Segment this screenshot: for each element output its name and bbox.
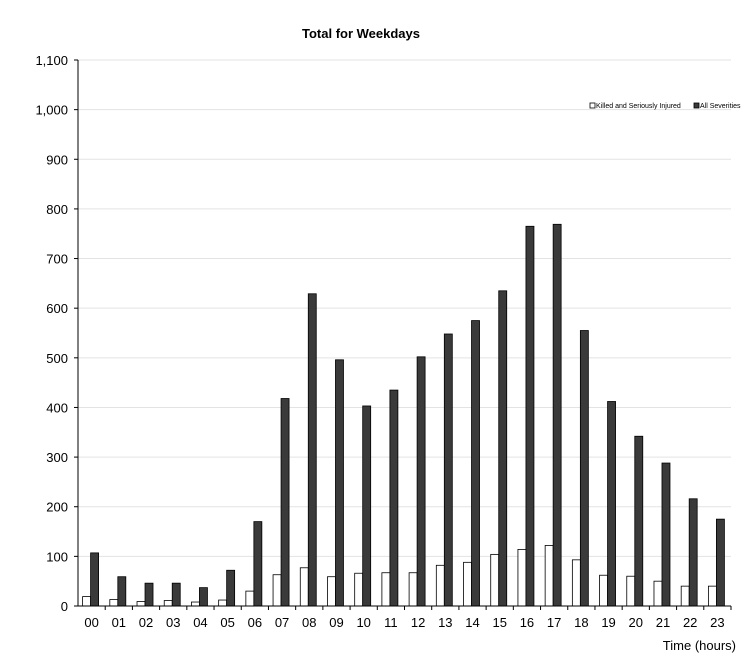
legend-swatch — [693, 102, 700, 109]
x-tick-label: 08 — [302, 615, 316, 630]
x-tick-label: 10 — [356, 615, 370, 630]
bar-all-severities — [171, 582, 181, 607]
x-axis-ticks: 00 01 02 03 04 05 06 07 08 09 10 11 12 13 14 15 16 17 18 19… — [84, 606, 732, 630]
y-tick-label: 600 — [46, 301, 68, 316]
legend-label: All Severities — [700, 103, 741, 110]
y-tick-label: 400 — [46, 400, 68, 415]
x-tick-label: 00 — [84, 615, 98, 630]
bar-all-severities — [498, 290, 508, 607]
x-tick-label: 02 — [139, 615, 153, 630]
x-tick-label: 01 — [112, 615, 126, 630]
bar-all-severities — [280, 398, 290, 607]
bar-killed-seriously-injured — [82, 596, 92, 607]
y-tick-label: 1,100 — [35, 53, 68, 68]
x-tick-label: 04 — [193, 615, 207, 630]
x-tick-label: 17 — [547, 615, 561, 630]
bar-killed-seriously-injured — [680, 585, 690, 607]
x-tick-label: 11 — [384, 615, 398, 630]
bar-killed-seriously-injured — [299, 567, 309, 607]
bars — [82, 223, 725, 607]
gridlines — [78, 59, 731, 557]
x-tick-label: 14 — [465, 615, 479, 630]
y-tick-label: 0 — [61, 599, 68, 614]
bar-all-severities — [416, 356, 426, 607]
y-axis-ticks: 0 100 200 300 400 500 600 700 800 900 1,000 1,100 — [35, 53, 78, 614]
bar-killed-seriously-injured — [136, 601, 146, 607]
y-tick-label: 100 — [46, 549, 68, 564]
bar-all-severities — [117, 576, 127, 607]
bar-killed-seriously-injured — [626, 575, 636, 607]
x-tick-label: 03 — [166, 615, 180, 630]
y-tick-label: 800 — [46, 202, 68, 217]
bar-all-severities — [471, 320, 480, 607]
y-tick-label: 1,000 — [35, 103, 68, 118]
bar-all-severities — [199, 587, 208, 607]
bar-killed-seriously-injured — [544, 545, 554, 607]
x-tick-label: 23 — [710, 615, 724, 630]
x-tick-label: 05 — [220, 615, 234, 630]
x-tick-label: 22 — [683, 615, 697, 630]
bar-killed-seriously-injured — [517, 549, 527, 607]
y-tick-label: 700 — [46, 252, 68, 267]
bar-all-severities — [226, 569, 236, 607]
bar-killed-seriously-injured — [191, 601, 200, 607]
bar-all-severities — [661, 462, 671, 607]
bar-killed-seriously-injured — [272, 574, 282, 607]
bar-all-severities — [144, 582, 154, 607]
bar-all-severities — [307, 293, 317, 607]
x-tick-label: 06 — [248, 615, 262, 630]
bar-all-severities — [552, 223, 562, 607]
bar-all-severities — [253, 521, 263, 607]
bar-killed-seriously-injured — [163, 600, 173, 607]
y-tick-label: 500 — [46, 351, 68, 366]
x-axis-label: Time (hours) — [663, 638, 736, 653]
bar-killed-seriously-injured — [490, 553, 500, 607]
legend-swatch — [589, 102, 596, 109]
bar-killed-seriously-injured — [381, 572, 391, 607]
y-tick-label: 900 — [46, 152, 68, 167]
bar-all-severities — [443, 333, 453, 607]
legend: Killed and Seriously Injured All Severiti… — [589, 102, 741, 110]
bar-killed-seriously-injured — [245, 590, 255, 607]
bar-killed-seriously-injured — [408, 572, 418, 607]
bar-all-severities — [715, 518, 725, 607]
x-tick-label: 20 — [629, 615, 643, 630]
x-tick-label: 13 — [438, 615, 452, 630]
x-tick-label: 07 — [275, 615, 289, 630]
legend-label: Killed and Seriously Injured — [596, 103, 681, 110]
bar-all-severities — [579, 330, 589, 607]
bar-killed-seriously-injured — [327, 576, 336, 607]
x-tick-label: 09 — [329, 615, 343, 630]
bar-killed-seriously-injured — [653, 580, 663, 607]
bar-killed-seriously-injured — [599, 574, 608, 607]
x-tick-label: 12 — [411, 615, 425, 630]
x-tick-label: 18 — [574, 615, 588, 630]
bar-killed-seriously-injured — [435, 564, 445, 607]
x-tick-label: 19 — [601, 615, 615, 630]
bar-all-severities — [525, 225, 535, 607]
bar-killed-seriously-injured — [463, 561, 472, 607]
bar-all-severities — [362, 405, 372, 607]
bar-all-severities — [335, 359, 344, 607]
x-tick-label: 16 — [520, 615, 534, 630]
bar-all-severities — [688, 498, 698, 607]
x-tick-label: 15 — [492, 615, 506, 630]
bar-all-severities — [389, 389, 399, 607]
axes — [77, 60, 731, 607]
bar-killed-seriously-injured — [707, 585, 717, 607]
chart-title: Total for Weekdays — [302, 26, 420, 41]
bar-killed-seriously-injured — [109, 599, 119, 607]
bar-killed-seriously-injured — [354, 572, 364, 607]
bar-all-severities — [634, 435, 644, 607]
bar-all-severities — [90, 552, 100, 607]
bar-killed-seriously-injured — [218, 599, 228, 607]
y-tick-label: 200 — [46, 500, 68, 515]
bar-killed-seriously-injured — [571, 559, 581, 607]
bar-all-severities — [607, 401, 616, 607]
y-tick-label: 300 — [46, 450, 68, 465]
x-tick-label: 21 — [656, 615, 670, 630]
